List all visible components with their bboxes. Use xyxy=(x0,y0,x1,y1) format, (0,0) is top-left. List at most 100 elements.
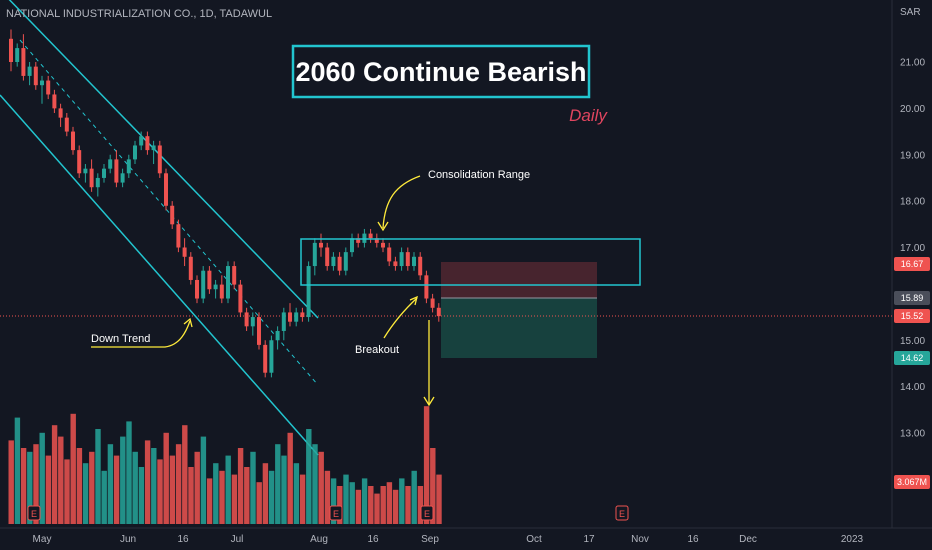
time-axis: May Jun 16 Jul Aug 16 Sep Oct 17 Nov 16 Dec 2023 xyxy=(33,534,864,545)
volume-bar xyxy=(355,489,362,524)
candle-body xyxy=(381,242,385,248)
earnings-marker-box xyxy=(420,505,434,521)
volume-bar xyxy=(349,482,355,524)
candle-body xyxy=(126,159,131,174)
volume-bar xyxy=(64,459,70,524)
candle-body xyxy=(436,307,441,317)
target-zone xyxy=(441,298,597,358)
candle-body xyxy=(9,38,13,62)
candle-body xyxy=(151,145,156,151)
candle-body xyxy=(306,266,311,318)
price-tag-label: 3.067M xyxy=(897,477,927,487)
volume-bar xyxy=(411,470,417,524)
volume-bar xyxy=(194,451,200,524)
volume-bar xyxy=(120,436,126,524)
volume-bar xyxy=(281,455,287,524)
x-tick-label: Sep xyxy=(421,534,439,545)
volume-bar xyxy=(268,470,275,524)
candle-body xyxy=(145,136,150,151)
candle-body xyxy=(288,312,292,322)
volume-bar xyxy=(423,406,430,524)
price-tag-box xyxy=(894,291,930,305)
y-tick-label: 15.00 xyxy=(900,336,925,347)
volume-bar xyxy=(144,440,151,524)
x-tick-label: 17 xyxy=(583,534,595,545)
down-trend-arrowhead xyxy=(183,317,193,328)
breakout-arrowhead xyxy=(409,295,418,306)
x-tick-label: Jun xyxy=(120,534,136,545)
volume-bar xyxy=(337,486,343,524)
volume-bar xyxy=(392,489,399,524)
earnings-marker-label: E xyxy=(424,509,430,519)
channel-middle-line xyxy=(19,39,319,386)
candle-body xyxy=(294,312,299,322)
volume-bar xyxy=(244,467,250,524)
candle-body xyxy=(195,279,199,299)
y-tick-label: 13.00 xyxy=(900,429,925,440)
candle-body xyxy=(176,224,181,248)
candle-body xyxy=(387,247,392,262)
volume-bar xyxy=(293,463,300,524)
candle-body xyxy=(424,275,429,299)
earnings-marker-label: E xyxy=(31,509,37,519)
volume-bar xyxy=(51,425,58,524)
volume-bar xyxy=(374,493,380,524)
volume-bar xyxy=(33,444,39,524)
volume-bar xyxy=(20,448,27,524)
candle-body xyxy=(412,256,416,267)
candle-body xyxy=(250,317,255,327)
earnings-marker-box xyxy=(27,505,41,521)
candle-body xyxy=(188,256,193,280)
consolidation-label: Consolidation Range xyxy=(428,169,530,181)
candle-body xyxy=(207,270,212,290)
x-tick-label: Jul xyxy=(231,534,244,545)
volume-bar xyxy=(27,451,33,524)
volume-bar xyxy=(287,432,293,524)
x-tick-label: Dec xyxy=(739,534,757,545)
volume-bar xyxy=(231,474,238,524)
candle-body xyxy=(139,136,144,146)
volume-bar xyxy=(213,463,219,524)
consolidation-arrow xyxy=(382,175,421,229)
candle-body xyxy=(368,233,373,239)
x-tick-label: May xyxy=(33,534,52,545)
candle-body xyxy=(213,284,218,290)
candle-body xyxy=(58,108,63,118)
volume-bar xyxy=(8,440,14,524)
candle-body xyxy=(157,145,162,174)
candle-body xyxy=(64,117,69,132)
candle-body xyxy=(257,317,261,345)
price-tag-box xyxy=(894,309,930,323)
volume-bar xyxy=(188,467,194,524)
y-tick-label: 20.00 xyxy=(900,104,925,115)
chart-subtitle: Daily xyxy=(569,106,608,125)
down-trend-label: Down Trend xyxy=(91,333,150,345)
x-tick-label: Nov xyxy=(631,534,649,545)
candle-body xyxy=(244,312,249,327)
volume-bar xyxy=(318,451,324,524)
volume-bar xyxy=(14,417,21,524)
volume-bar xyxy=(163,432,169,524)
candle-body xyxy=(281,312,286,331)
candle-body xyxy=(170,205,175,225)
x-tick-label: 16 xyxy=(177,534,189,545)
candle-body xyxy=(356,238,361,243)
volume-bar xyxy=(200,436,207,524)
x-tick-label: 2023 xyxy=(841,534,864,545)
stop-loss-zone xyxy=(441,262,597,298)
volume-bar xyxy=(330,478,337,524)
candle-body xyxy=(430,298,435,308)
candle-body xyxy=(15,48,20,62)
candle-body xyxy=(226,266,230,299)
candle-body xyxy=(201,270,206,299)
chart-title: 2060 Continue Bearish xyxy=(295,57,586,87)
candle-body xyxy=(219,284,224,299)
volume-bar xyxy=(343,474,349,524)
candle-body xyxy=(40,80,44,86)
candle-body xyxy=(102,168,106,178)
symbol-header: NATIONAL INDUSTRIALIZATION CO., 1D, TADA… xyxy=(6,8,272,20)
candle-body xyxy=(27,66,32,76)
candle-body xyxy=(95,177,100,188)
